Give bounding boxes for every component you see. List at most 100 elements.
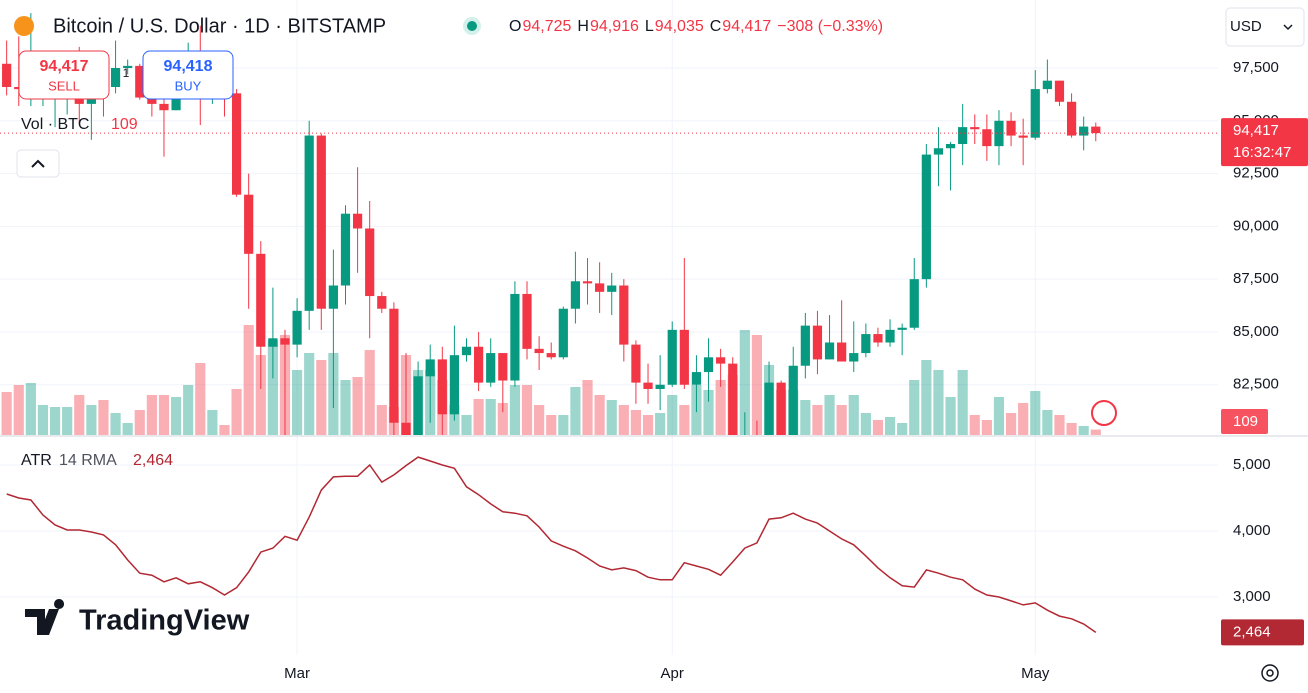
atr-legend-name: ATR	[21, 452, 52, 469]
volume-bar	[860, 413, 871, 435]
brand-name: TradingView	[79, 605, 250, 637]
volume-bar	[352, 377, 363, 435]
candle-body	[1091, 126, 1101, 134]
candle-body	[655, 384, 665, 389]
candle-body	[764, 382, 774, 435]
volume-bar	[497, 403, 508, 435]
volume-bar	[884, 417, 896, 435]
candle-body	[328, 285, 338, 309]
volume-bar	[558, 415, 569, 435]
candle-body	[982, 129, 992, 147]
price-tag-countdown: 16:32:47	[1233, 144, 1291, 161]
candle-body	[921, 154, 931, 280]
volume-bar	[824, 395, 835, 435]
ohlc-value: 94,916	[590, 18, 639, 35]
flag-icon	[1091, 400, 1117, 426]
volume-bar	[25, 383, 36, 435]
volume-bar	[594, 395, 605, 435]
candle-body	[365, 228, 375, 297]
candle-body	[994, 120, 1004, 147]
volume-bar	[582, 380, 593, 435]
volume-bar	[316, 360, 327, 435]
ohlc-key: O	[509, 18, 521, 35]
buy-label: BUY	[175, 78, 202, 93]
buy-button[interactable]	[142, 50, 234, 100]
ohlc-value: 94,725	[522, 18, 571, 35]
volume-bar	[195, 363, 206, 435]
volume-bar	[376, 405, 387, 435]
candle-body	[619, 285, 629, 345]
candle-body	[643, 382, 653, 389]
price-tag	[1221, 118, 1308, 167]
candle-body	[2, 63, 12, 87]
candle-body	[474, 346, 484, 383]
volume-tag-value: 109	[1233, 413, 1258, 430]
candle-body	[1030, 89, 1040, 138]
volume-bar	[134, 410, 145, 435]
candle-body	[498, 353, 508, 381]
volume-bar	[679, 405, 690, 435]
volume-bar	[207, 410, 218, 435]
ohlc-legend: O 94,725 H 94,916 L 94,035 C 94,417 −308 (−0.33%…	[509, 18, 883, 35]
volume-bar	[909, 380, 920, 435]
volume-bar	[13, 385, 24, 435]
volume-bar	[255, 355, 266, 435]
candle-body	[595, 283, 605, 292]
candle-body	[691, 372, 702, 385]
settings-button[interactable]	[1261, 664, 1279, 682]
y-tick-label: 90,000	[1233, 217, 1279, 234]
volume-bar	[49, 407, 61, 435]
candle-body	[607, 285, 617, 292]
volume-bar	[1078, 426, 1089, 435]
price-tag-value: 94,417	[1233, 122, 1279, 139]
volume-bar	[1054, 415, 1065, 435]
volume-bar	[655, 413, 666, 435]
currency: USD	[1230, 18, 1262, 35]
atr-legend-value: 2,464	[133, 452, 173, 469]
volume-bar	[981, 420, 992, 435]
chevron-icon	[31, 159, 45, 168]
volume-bar	[969, 415, 980, 435]
volume-bar	[1066, 423, 1077, 435]
volume-bar	[340, 380, 351, 435]
candle-body	[824, 342, 835, 360]
volume-bar	[485, 399, 496, 435]
candle-body	[425, 359, 435, 377]
candle-body	[970, 127, 980, 130]
candle-body	[147, 97, 157, 104]
candle-body	[703, 357, 714, 373]
candle-body	[788, 365, 798, 435]
atr-pane	[6, 456, 1097, 634]
candle-body	[933, 148, 944, 155]
volume-bar	[945, 397, 956, 435]
volume-bar	[1005, 413, 1017, 435]
atr-tag	[1221, 619, 1304, 646]
collapse-button[interactable]	[16, 149, 60, 178]
sell-button[interactable]	[18, 50, 110, 100]
volume-bar	[183, 385, 194, 435]
currency-button[interactable]	[1225, 7, 1305, 47]
candle-body	[413, 376, 423, 435]
y-tick-label: 87,500	[1233, 270, 1279, 287]
candle-body	[110, 67, 121, 87]
y-tick-label: 97,500	[1233, 59, 1279, 76]
candle-body	[377, 296, 387, 309]
candle-body	[340, 213, 351, 286]
volume-bar	[62, 407, 73, 435]
candle-body	[812, 325, 823, 360]
volume-bar	[170, 397, 182, 435]
ohlc-key: L	[645, 18, 654, 35]
status-dot	[467, 21, 477, 31]
candle-body	[135, 65, 145, 98]
dropdown-icon	[1283, 24, 1293, 31]
volume-bar	[618, 405, 629, 435]
volume-bar	[521, 385, 533, 435]
candle-body	[244, 194, 254, 254]
volume-bar	[473, 399, 484, 435]
candle-body	[1079, 126, 1089, 136]
volume-bar	[570, 387, 581, 435]
spread: 1	[123, 66, 130, 80]
